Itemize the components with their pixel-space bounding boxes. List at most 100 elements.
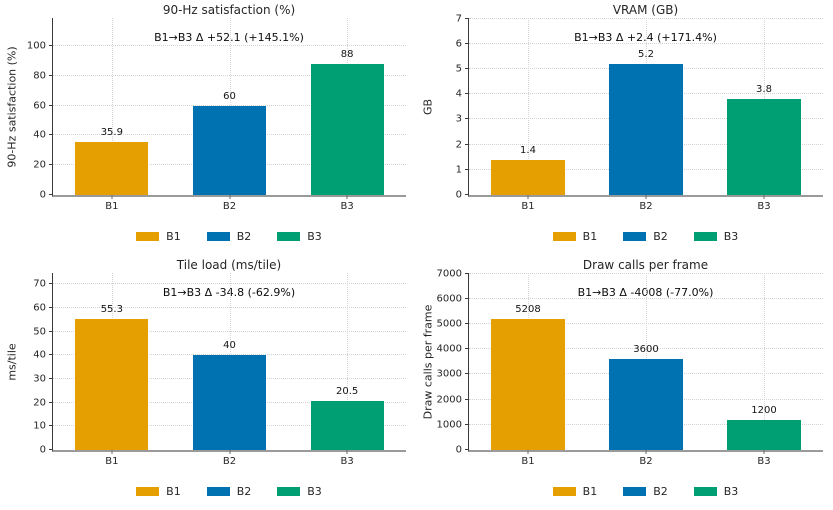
y-tick-label: 0 — [39, 189, 46, 201]
x-gridline — [528, 18, 529, 195]
x-gridline — [347, 273, 349, 450]
x-tick-mark — [346, 450, 348, 454]
bar-b1 — [491, 159, 565, 195]
y-tick-label: 0 — [39, 444, 46, 456]
x-tick-mark — [111, 195, 113, 199]
chart-vram: VRAM (GB) B1→B3 Δ +2.4 (+171.4%) GB 0 1 2 3… — [416, 0, 833, 255]
x-tick-label: B3 — [340, 201, 354, 212]
legend-item: B2 — [623, 230, 668, 243]
y-tick-label: 2000 — [436, 394, 462, 406]
legend-label: B2 — [236, 230, 252, 243]
legend-item: B1 — [136, 485, 181, 498]
plot-area: 0 1 2 3 4 5 6 7 1.4 B1 5.2 B2 3.8 B3 — [456, 13, 823, 212]
y-tick-mark — [465, 93, 469, 95]
y-tick-mark — [49, 45, 53, 47]
y-tick-label: 50 — [33, 326, 46, 338]
x-tick-label: B1 — [105, 456, 119, 467]
bar-value-label: 40 — [223, 340, 236, 352]
legend-item: B1 — [136, 230, 181, 243]
bar-value-label: 5.2 — [638, 48, 654, 60]
y-tick-label: 7000 — [436, 268, 462, 280]
chart-title: 90-Hz satisfaction (%) — [162, 3, 296, 17]
y-tick-mark — [49, 330, 53, 332]
bar-value-label: 1200 — [751, 404, 777, 416]
x-tick-label: B2 — [222, 201, 237, 212]
y-tick-label: 2 — [455, 139, 462, 151]
legend: B1 B2 B3 — [52, 485, 406, 498]
y-tick-label: 5 — [455, 63, 462, 75]
delta-annotation: B1→B3 Δ +52.1 (+145.1%) — [154, 31, 304, 44]
x-tick-mark — [645, 450, 647, 454]
x-gridline — [764, 273, 765, 450]
chart-draw-calls: Draw calls per frame B1→B3 Δ -4008 (-77.… — [416, 255, 833, 510]
legend-swatch-b1 — [552, 232, 576, 241]
bar-value-label: 20.5 — [336, 386, 359, 398]
bar-b1 — [75, 318, 149, 450]
y-tick-mark — [465, 194, 469, 195]
legend-label: B2 — [236, 485, 252, 498]
bar-b1 — [75, 141, 149, 195]
x-tick-mark — [229, 450, 230, 454]
legend-label: B1 — [166, 230, 181, 243]
y-axis-label: Draw calls per frame — [421, 304, 435, 420]
x-gridline — [111, 18, 113, 195]
x-tick-label: B1 — [521, 456, 535, 467]
y-tick-label: 6000 — [436, 293, 462, 305]
legend: B1 B2 B3 — [52, 230, 406, 243]
legend-item: B2 — [206, 485, 252, 498]
legend-label: B1 — [582, 230, 598, 243]
y-tick-mark — [465, 323, 469, 325]
y-tick-mark — [49, 283, 53, 285]
y-tick-mark — [465, 398, 469, 400]
y-tick-label: 40 — [33, 349, 46, 361]
legend-swatch-b2 — [623, 232, 647, 241]
x-tick-label: B3 — [757, 201, 771, 212]
y-tick-mark — [465, 423, 469, 425]
y-tick-mark — [465, 42, 469, 44]
y-tick-label: 0 — [455, 444, 462, 456]
y-tick-mark — [465, 118, 469, 120]
legend-label: B1 — [582, 485, 598, 498]
legend-item: B1 — [552, 230, 598, 243]
y-tick-mark — [49, 104, 53, 106]
y-tick-mark — [465, 348, 469, 350]
x-tick-mark — [346, 195, 348, 199]
bar-value-label: 3600 — [633, 344, 659, 356]
legend-item: B3 — [693, 230, 739, 243]
y-tick-label: 4000 — [436, 343, 462, 355]
legend: B1 B2 B3 — [468, 230, 823, 243]
bar-b3 — [727, 419, 801, 450]
chart-tile-load: Tile load (ms/tile) B1→B3 Δ -34.8 (-62.9… — [0, 255, 416, 510]
y-tick-label: 100 — [26, 40, 46, 52]
legend-item: B2 — [623, 485, 668, 498]
legend-label: B3 — [723, 230, 739, 243]
y-tick-mark — [465, 272, 469, 274]
legend-swatch-b3 — [277, 232, 301, 241]
legend-label: B3 — [307, 230, 322, 243]
legend-swatch-b3 — [693, 232, 717, 241]
y-tick-mark — [49, 425, 53, 427]
y-tick-label: 60 — [33, 100, 46, 112]
plot-area: 0 20 40 60 80 100 35.9 B1 60 B2 88 B3 — [27, 18, 406, 212]
legend-label: B2 — [653, 230, 668, 243]
y-tick-label: 5000 — [436, 318, 462, 330]
y-tick-label: 20 — [33, 159, 46, 171]
y-tick-mark — [49, 401, 53, 403]
bar-value-label: 88 — [340, 48, 354, 60]
legend-swatch-b2 — [206, 487, 230, 496]
y-tick-label: 7 — [455, 13, 462, 25]
delta-annotation: B1→B3 Δ -34.8 (-62.9%) — [162, 286, 296, 299]
y-tick-label: 6 — [455, 38, 462, 50]
y-tick-mark — [465, 67, 469, 69]
x-tick-label: B3 — [757, 456, 771, 467]
legend-item: B1 — [552, 485, 598, 498]
y-axis-label: 90-Hz satisfaction (%) — [5, 46, 19, 168]
y-tick-label: 1 — [455, 164, 462, 176]
y-tick-mark — [465, 143, 469, 145]
legend-item: B2 — [206, 230, 252, 243]
legend-item: B3 — [277, 230, 322, 243]
bar-value-label: 60 — [223, 90, 236, 102]
bar-b3 — [727, 99, 801, 195]
bar-value-label: 55.3 — [100, 303, 123, 315]
legend-swatch-b3 — [693, 487, 717, 496]
